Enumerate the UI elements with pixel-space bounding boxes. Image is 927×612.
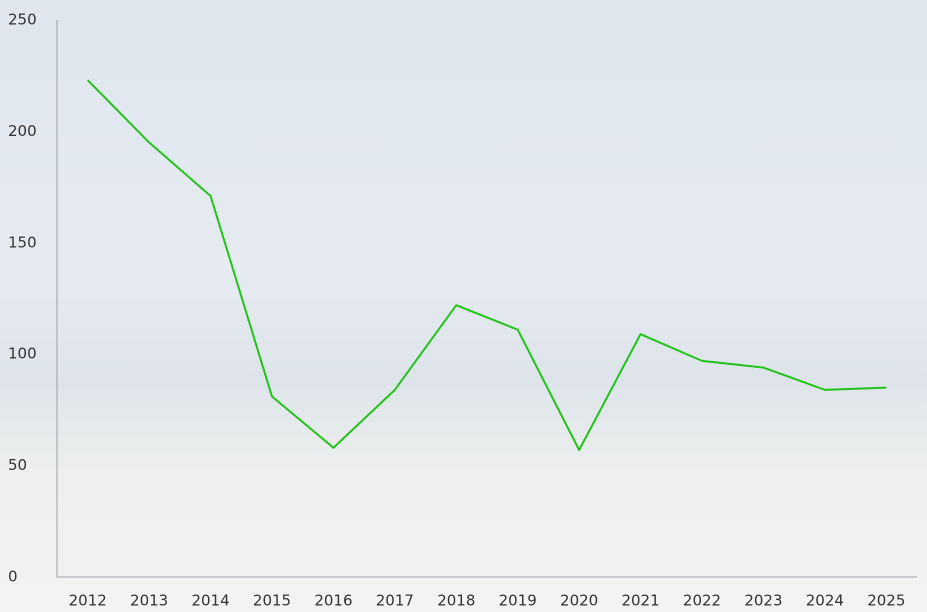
page: {"chart_data": {"type": "line", "categor…	[0, 0, 927, 612]
x-tick-label: 2012	[69, 592, 107, 610]
y-tick-label: 100	[8, 345, 37, 363]
y-tick-label: 200	[8, 122, 37, 140]
x-tick-label: 2016	[314, 592, 352, 610]
line	[88, 80, 887, 450]
y-tick-label: 150	[8, 233, 37, 251]
x-tick-label: 2022	[683, 592, 721, 610]
x-tick-label: 2019	[499, 592, 537, 610]
x-tick-label: 2013	[130, 592, 168, 610]
x-tick-label: 2014	[191, 592, 229, 610]
chart: 0 50 100 150 200 250 2012 2013 2014 2015 2016 2017 2…	[0, 0, 927, 612]
y-tick-label: 0	[8, 568, 18, 586]
x-tick-label: 2024	[806, 592, 844, 610]
x-tick-label: 2020	[560, 592, 598, 610]
x-tick-label: 2018	[437, 592, 475, 610]
x-tick-label: 2015	[253, 592, 291, 610]
x-tick-label: 2025	[867, 592, 905, 610]
x-tick-label: 2021	[621, 592, 659, 610]
x-tick-label: 2023	[744, 592, 782, 610]
y-tick-label: 250	[8, 11, 37, 29]
x-tick-label: 2017	[376, 592, 414, 610]
y-tick-label: 50	[8, 456, 27, 474]
